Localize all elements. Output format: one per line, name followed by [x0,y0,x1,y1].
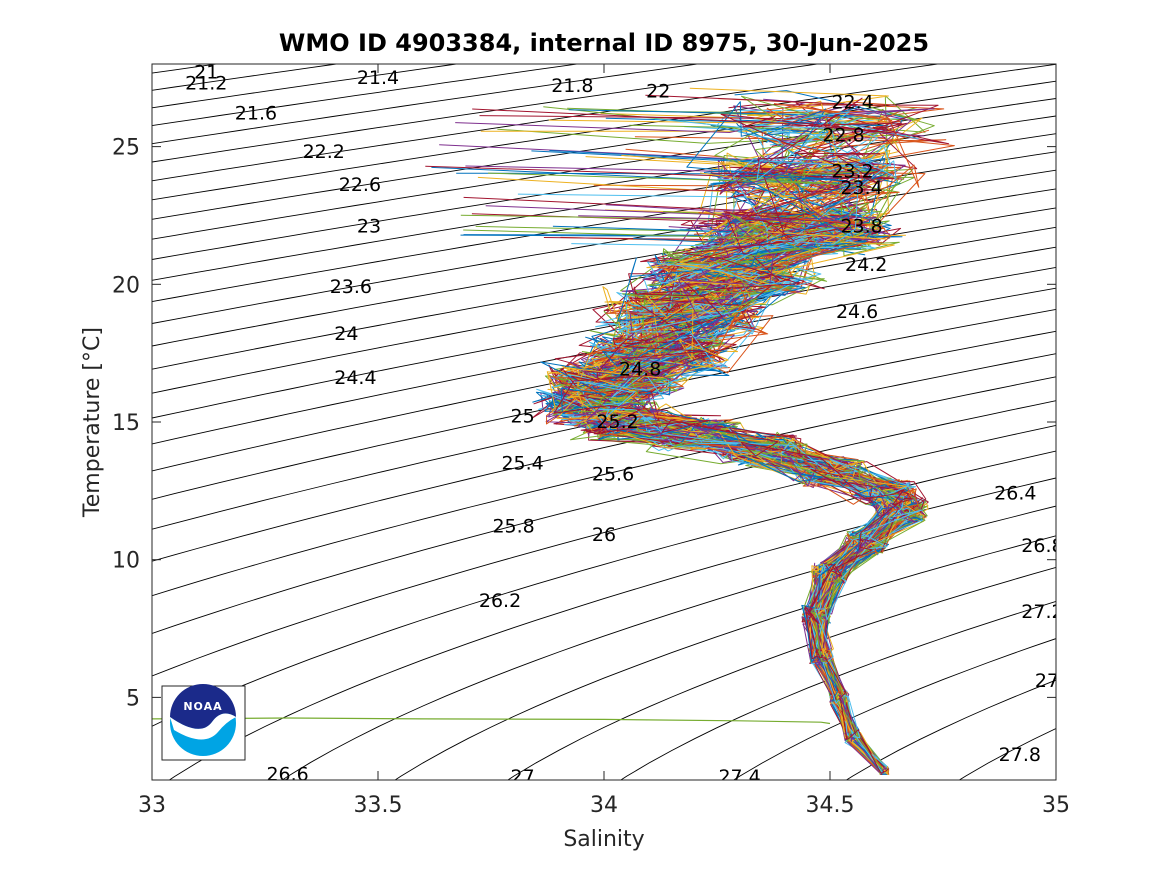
outlier-profile-line [152,717,831,725]
isopycnal-label: 23.4 [840,177,882,199]
isopycnal-line [129,776,1078,875]
isopycnal-label: 22.6 [339,174,381,196]
isopycnal-label: 26.2 [479,590,521,612]
y-tick-label: 10 [112,549,140,574]
isopycnal-label: 22 [646,81,670,103]
isopycnal-label: 23.8 [840,215,882,237]
isopycnal-label: 27.4 [718,766,760,788]
isopycnal-label: 23.2 [831,160,873,182]
isopycnal-line [394,535,1056,780]
isopycnal-label: 23.6 [330,276,372,298]
isopycnal-label: 25.6 [592,463,634,485]
isopycnal-label: 21.4 [357,67,399,89]
profile-line [576,111,923,774]
profile-line [540,101,913,772]
isopycnal-label: 27.8 [999,744,1041,766]
isopycnal-label: 22.8 [822,125,864,147]
y-tick-label: 20 [112,273,140,298]
isopycnal-line [152,64,821,163]
x-axis: 33 33.5 34 34.5 35 [138,64,1070,818]
isopycnal-line [620,600,1056,780]
profile-line [548,100,908,773]
isopycnal-label: 23 [357,215,381,237]
y-axis: 5 10 15 20 25 [112,136,1056,711]
isopycnal-line [152,64,701,145]
profile-line [556,231,925,774]
isopycnal-label: 24.6 [836,301,878,323]
isopycnal-label: 24.8 [619,359,661,381]
profile-line [586,108,935,772]
isopycnal-line [732,638,1056,780]
y-axis-label: Temperature [°C] [80,327,105,518]
x-tick-label: 33 [138,793,166,818]
y-tick-label: 15 [112,411,140,436]
isopycnal-line [152,207,1056,370]
isopycnal-line [152,151,1056,303]
isopycnal-line [152,400,1056,634]
isopycnal-label: 26.6 [266,763,308,785]
isopycnal-label: 21.2 [185,72,227,94]
isopycnal-line [152,226,1056,394]
isopycnal-line [152,64,1056,201]
isopycnal-label: 21.6 [235,103,277,125]
isopycnal-label: 26.8 [1021,535,1063,557]
isopycnal-label: 22.2 [303,141,345,163]
x-tick-label: 34 [590,793,618,818]
x-axis-label: Salinity [563,827,644,852]
isopycnal-label: 24 [334,323,358,345]
isopycnal-line [152,64,942,182]
isopycnal-label: 25 [511,405,535,427]
isopycnal-line [152,450,1056,727]
isopycnal-label: 25.2 [596,411,638,433]
isopycnal-line [152,188,1056,347]
isopycnal-lines [129,64,1078,875]
isopycnal-line [152,80,1056,220]
x-tick-label: 34.5 [806,793,855,818]
chart-title: WMO ID 4903384, internal ID 8975, 30-Jun… [279,29,929,57]
isopycnal-line [152,115,1056,260]
isopycnal-line [152,424,1056,677]
profile-line [472,108,914,774]
isopycnal-label: 27.2 [1021,601,1063,623]
profile-line [584,103,920,775]
y-tick-label: 25 [112,136,140,161]
isopycnal-line [152,376,1056,597]
isopycnal-label: 27.6 [1035,670,1077,692]
isopycnal-line [152,169,1056,324]
x-tick-label: 35 [1042,793,1070,818]
isopycnal-line [152,353,1056,562]
isopycnal-line [281,505,1056,780]
y-tick-label: 5 [126,686,140,711]
isopycnal-label: 27 [511,766,535,788]
isopycnal-line [152,64,340,91]
isopycnal-line [152,64,460,109]
logo-text: NOAA [183,700,222,713]
isopycnal-label: 26.4 [994,483,1036,505]
isopycnal-label: 21 [194,61,218,83]
isopycnal-label: 24.4 [334,367,376,389]
noaa-logo: NOAA [161,684,246,761]
isopycnal-label: 21.8 [551,75,593,97]
x-tick-label: 33.5 [354,793,403,818]
isopycnal-label: 25.8 [492,516,534,538]
isopycnal-line [507,566,1056,780]
isopycnal-line [152,64,581,127]
isopycnal-line [152,246,1056,419]
isopycnal-label: 22.4 [831,92,873,114]
profile-lines [152,87,955,775]
isopycnal-label: 25.4 [501,452,543,474]
isopycnal-label: 24.2 [845,254,887,276]
isopycnal-line [845,679,1056,780]
isopycnal-label: 26 [592,524,616,546]
